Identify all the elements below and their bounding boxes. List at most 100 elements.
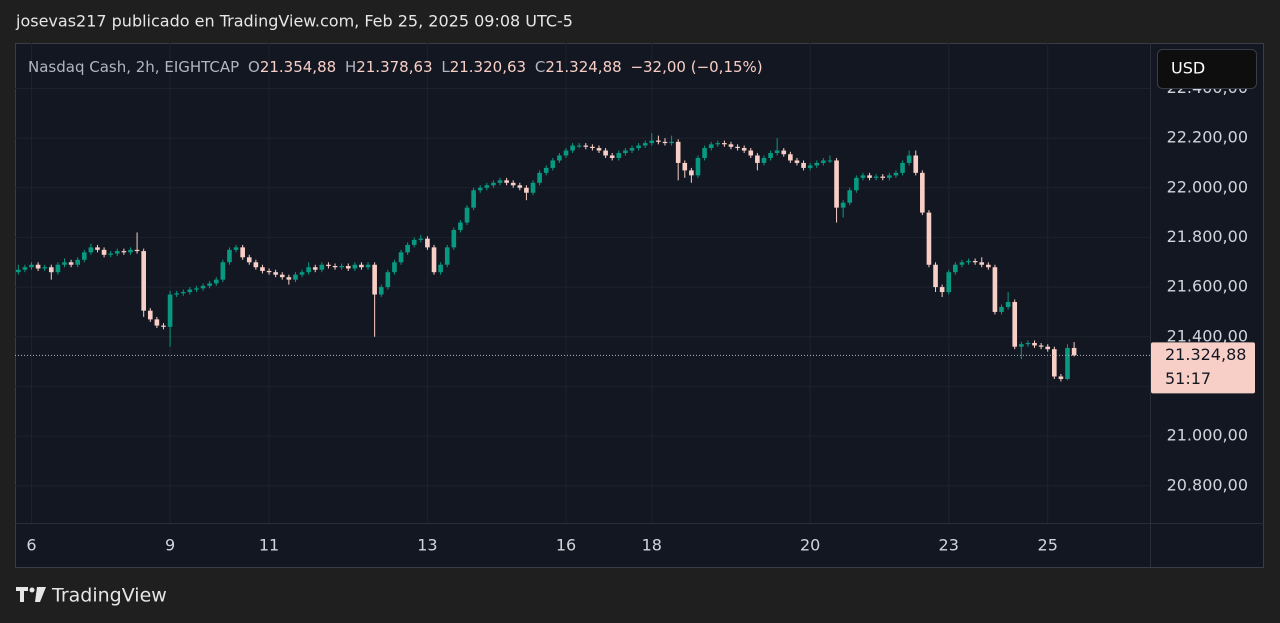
candle-body (959, 262, 965, 265)
candle-body (345, 265, 351, 269)
candle-body (220, 262, 226, 280)
x-tick-label: 11 (259, 536, 279, 555)
candle-body (695, 157, 701, 176)
legend-change: −32,00 (−0,15%) (630, 58, 762, 76)
candle-body (827, 160, 833, 162)
x-tick-label: 6 (26, 536, 36, 555)
candle-body (748, 150, 754, 156)
candle-body (161, 325, 166, 327)
currency-button[interactable] (1157, 49, 1257, 89)
candle-body (847, 190, 853, 203)
candle-body (728, 144, 734, 147)
candle-body (48, 267, 54, 273)
candle-body (867, 175, 872, 178)
currency-label[interactable]: USD (1171, 59, 1205, 78)
candle-body (1038, 345, 1044, 347)
logo-shape (29, 587, 35, 593)
candle-body (741, 148, 747, 151)
legend-symbol: Nasdaq Cash, 2h, EIGHTCAP (28, 58, 239, 76)
candle-body (141, 251, 146, 311)
candle-body (1019, 344, 1024, 347)
candle-body (392, 262, 397, 273)
candle-body (834, 160, 839, 208)
y-tick-label: 22.000,00 (1167, 177, 1248, 196)
brand-name: TradingView (51, 585, 167, 607)
candle-body (920, 172, 925, 213)
legend-close: 21.324,88 (545, 58, 621, 76)
candle-body (821, 160, 826, 163)
candle-body (840, 202, 846, 208)
candle-body (814, 162, 820, 166)
candle-body (656, 140, 661, 142)
candle-body (722, 143, 727, 145)
candle-body (95, 247, 100, 250)
y-tick-label: 21.400,00 (1167, 326, 1248, 345)
candle-body (213, 279, 219, 284)
candle-body (372, 264, 377, 295)
candle-body (194, 288, 199, 290)
candle-body (755, 155, 760, 163)
candle-body (425, 238, 430, 248)
candle-body (675, 141, 681, 163)
candle-body (510, 182, 516, 186)
candle-body (233, 247, 239, 250)
candle-body (1071, 347, 1077, 356)
candle-body (154, 319, 160, 326)
candle-body (583, 145, 589, 147)
candle-body (411, 239, 417, 245)
candle-body (68, 262, 74, 265)
logo-shape (35, 587, 46, 602)
candle-body (590, 146, 595, 149)
candle-body (444, 247, 450, 265)
candle-body (761, 157, 767, 163)
candle-body (385, 272, 391, 288)
candle-body (781, 150, 787, 155)
candle-body (464, 207, 470, 223)
countdown-label: 51:17 (1165, 369, 1211, 388)
x-tick-label: 9 (165, 536, 175, 555)
candle-body (1032, 342, 1037, 346)
candle-body (108, 253, 113, 255)
candle-body (339, 265, 344, 268)
candle-body (359, 264, 364, 268)
candle-body (530, 182, 536, 193)
candle-body (1012, 301, 1018, 347)
candle-body (200, 285, 206, 289)
candle-body (266, 270, 272, 273)
candle-body (405, 244, 410, 253)
candle-body (1065, 347, 1070, 379)
candle-body (484, 185, 490, 188)
candle-body (933, 264, 938, 288)
x-tick-label: 16 (556, 536, 576, 555)
candle-body (788, 154, 793, 161)
x-tick-label: 18 (642, 536, 662, 555)
candle-body (29, 264, 34, 268)
candle-body (702, 148, 707, 158)
header-title: josevas217 publicado en TradingView.com,… (15, 12, 573, 31)
candle-body (62, 262, 67, 265)
last-price-box (1151, 342, 1255, 394)
candle-body (273, 272, 278, 275)
legend-close-label: C (535, 58, 545, 76)
candle-body (227, 249, 232, 263)
candle-body (854, 177, 859, 191)
candle-body (365, 264, 371, 268)
brand-logo (16, 587, 46, 602)
candle-body (306, 267, 311, 273)
candle-body (253, 262, 259, 268)
candle-body (913, 155, 919, 173)
candle-body (121, 251, 127, 253)
candle-body (1058, 376, 1064, 379)
legend: Nasdaq Cash, 2h, EIGHTCAP O21.354,88 H21… (28, 58, 763, 76)
candle-body (946, 272, 952, 293)
candle-body (953, 264, 958, 273)
candle-body (570, 145, 575, 151)
candle-body (880, 176, 886, 178)
candle-body (378, 287, 384, 295)
candle-body (887, 175, 892, 178)
legend-open-label: O (248, 58, 260, 76)
candle-body (939, 287, 945, 293)
candle-body (563, 150, 569, 156)
candle-body (458, 222, 463, 230)
candle-body (873, 176, 879, 178)
